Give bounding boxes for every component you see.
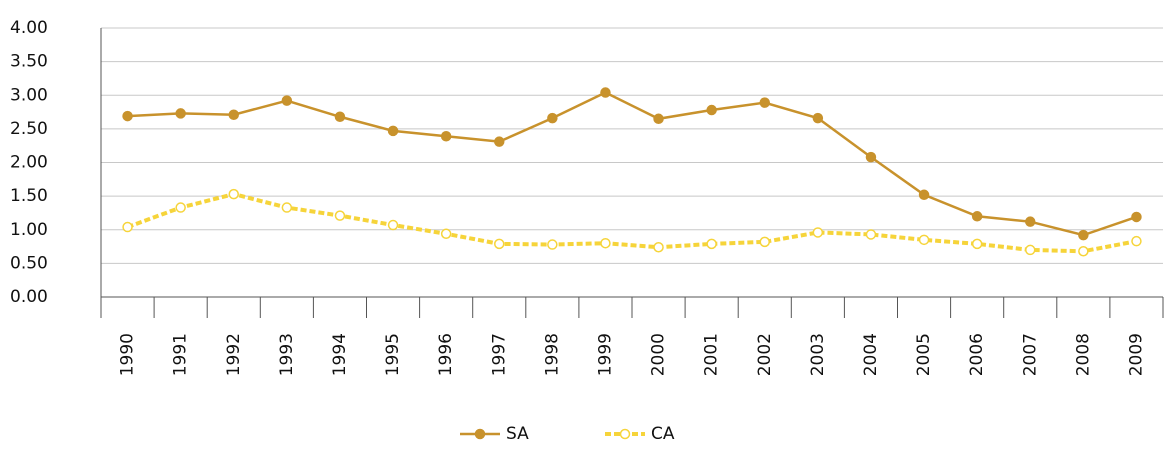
data-point	[1078, 229, 1089, 241]
data-point	[228, 109, 239, 121]
x-tick-label: 2009	[1126, 333, 1146, 376]
data-point	[228, 188, 239, 200]
data-point	[1025, 216, 1036, 227]
data-point	[1025, 244, 1036, 256]
x-tick-label: 1993	[277, 333, 297, 376]
x-tick-label: 1991	[171, 333, 191, 376]
data-point	[281, 95, 293, 106]
data-point	[653, 113, 664, 125]
data-point	[281, 202, 293, 213]
data-point	[122, 110, 133, 122]
data-point	[918, 189, 930, 201]
x-tick-label: 2007	[1020, 333, 1040, 376]
data-point	[387, 219, 399, 231]
legend-marker	[474, 428, 486, 440]
data-point	[175, 202, 186, 213]
x-tick-label: 2001	[702, 333, 722, 376]
data-point	[387, 125, 399, 137]
data-point	[706, 238, 717, 250]
x-tick-label: 2006	[967, 333, 987, 376]
x-tick-label: 2005	[914, 333, 934, 376]
data-point	[865, 151, 877, 163]
data-point	[547, 112, 558, 124]
data-point	[653, 241, 664, 253]
data-point	[706, 104, 717, 116]
data-point	[812, 227, 824, 238]
data-point	[971, 238, 983, 250]
data-point	[334, 210, 346, 221]
legend-label: SA	[506, 424, 529, 444]
x-tick-label: 1999	[595, 333, 615, 376]
data-point	[865, 229, 877, 240]
data-point	[759, 236, 770, 248]
legend-label: CA	[651, 424, 675, 444]
data-point	[440, 228, 452, 240]
x-tick-label: 1998	[542, 333, 562, 376]
y-tick-label: 2.00	[10, 153, 48, 173]
data-point	[1078, 246, 1089, 257]
data-point	[759, 97, 770, 108]
x-tick-label: 1996	[436, 333, 456, 376]
y-tick-label: 3.00	[10, 85, 48, 105]
x-tick-label: 1997	[489, 333, 509, 376]
data-point	[918, 234, 930, 246]
data-point	[600, 237, 611, 249]
y-tick-label: 0.00	[10, 287, 48, 307]
x-tick-label: 2004	[861, 333, 881, 376]
x-tick-label: 2008	[1073, 333, 1093, 376]
x-tick-label: 1990	[118, 333, 138, 376]
legend-marker	[619, 428, 631, 440]
data-point	[1131, 235, 1142, 247]
x-tick-label: 1995	[383, 333, 403, 376]
data-point	[175, 108, 186, 119]
x-tick-label: 1994	[330, 333, 350, 376]
data-point	[440, 131, 452, 142]
y-tick-label: 3.50	[10, 52, 48, 72]
data-point	[600, 87, 611, 98]
y-tick-label: 4.00	[10, 18, 48, 38]
data-point	[971, 211, 983, 222]
x-tick-label: 2002	[755, 333, 775, 376]
series-line	[126, 192, 1137, 254]
x-tick-label: 2000	[649, 333, 669, 376]
y-tick-label: 2.50	[10, 119, 48, 139]
data-point	[334, 111, 346, 123]
data-point	[122, 221, 133, 233]
x-tick-label: 1992	[224, 333, 244, 376]
data-point	[1131, 211, 1142, 223]
y-tick-label: 1.00	[10, 220, 48, 240]
data-point	[494, 136, 505, 147]
data-point	[547, 239, 558, 250]
y-tick-label: 1.50	[10, 186, 48, 206]
x-tick-label: 2003	[808, 333, 828, 376]
series-line	[127, 91, 1137, 237]
y-tick-label: 0.50	[10, 253, 48, 273]
data-point	[494, 238, 505, 250]
data-point	[812, 112, 824, 124]
